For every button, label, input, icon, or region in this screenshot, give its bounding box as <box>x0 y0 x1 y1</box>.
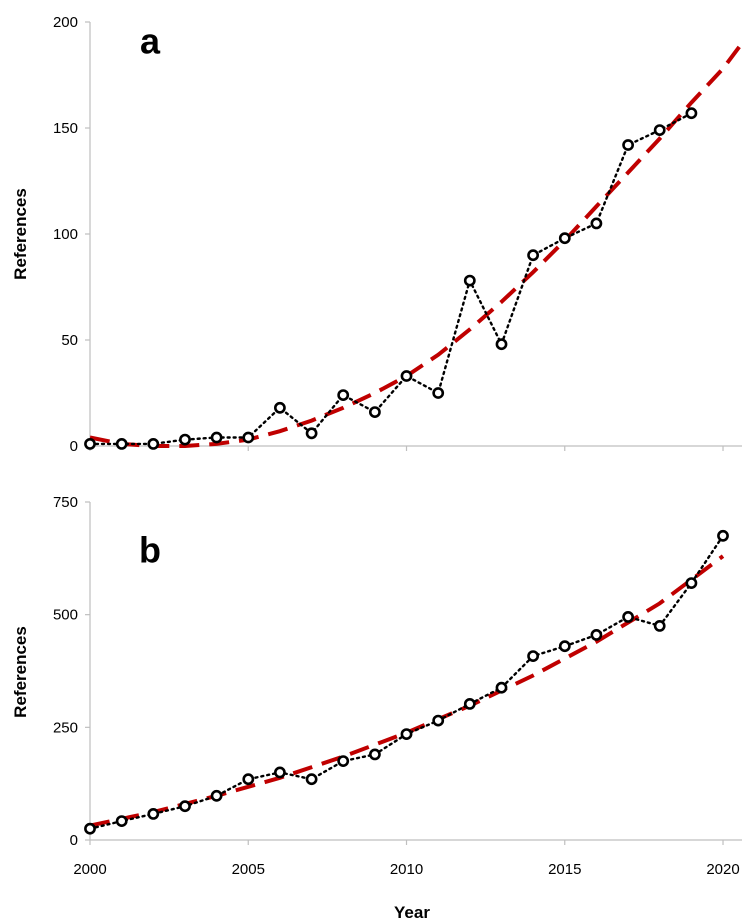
data-point <box>432 387 445 399</box>
data-point <box>368 748 381 761</box>
data-point <box>653 620 666 632</box>
data-point <box>210 789 223 802</box>
data-point <box>717 529 729 542</box>
data-point <box>84 437 96 450</box>
x-tick-label: 2005 <box>232 861 265 878</box>
x-tick-label: 2000 <box>73 861 106 878</box>
data-point <box>463 274 476 287</box>
data-point <box>242 773 255 786</box>
data-point <box>273 766 286 779</box>
data-point <box>495 681 508 694</box>
y-tick-label: 0 <box>70 832 78 849</box>
data-point <box>653 124 666 137</box>
data-point <box>685 107 698 120</box>
panel-letter: a <box>140 21 161 62</box>
y-axis-title: References <box>11 188 30 280</box>
trend-line <box>89 554 725 828</box>
data-point <box>368 406 381 418</box>
data-point <box>84 822 96 835</box>
data-point <box>432 714 445 727</box>
chart-panel-a: 0 50 100 150 200 References a <box>11 14 744 455</box>
data-point <box>337 755 350 767</box>
y-tick-label: 0 <box>70 438 78 455</box>
data-point <box>685 577 698 589</box>
y-tick-label: 150 <box>53 120 78 137</box>
data-point <box>242 431 255 444</box>
data-point <box>147 808 160 820</box>
observed-line <box>88 111 693 446</box>
x-axis-title: Year <box>394 903 430 922</box>
chart-panel-b: 0 250 500 750 References b <box>11 494 742 849</box>
data-point <box>400 370 413 382</box>
data-point <box>305 427 318 440</box>
x-tick-label: 2010 <box>390 861 423 878</box>
data-point <box>590 217 603 230</box>
x-tick-label: 2020 <box>706 861 739 878</box>
data-point <box>463 698 476 710</box>
y-tick-label: 750 <box>53 494 78 511</box>
data-point <box>337 389 350 401</box>
data-point <box>558 232 571 245</box>
panel-letter: b <box>139 530 161 571</box>
data-point <box>400 728 413 740</box>
data-point <box>179 800 191 813</box>
data-point <box>495 338 508 351</box>
data-point <box>558 640 571 653</box>
y-tick-label: 200 <box>53 14 78 31</box>
data-point <box>527 249 539 262</box>
data-point <box>622 611 634 623</box>
data-point <box>210 431 223 444</box>
data-point <box>115 437 128 450</box>
data-point <box>115 815 128 827</box>
x-tick-label: 2015 <box>548 861 581 878</box>
data-point <box>147 437 160 450</box>
x-tick-labels: 2000 2005 2010 2015 2020 <box>73 861 739 878</box>
data-point <box>622 139 634 151</box>
y-axis-title: References <box>11 626 30 718</box>
data-point <box>590 629 603 641</box>
data-point <box>273 401 286 414</box>
y-tick-label: 100 <box>53 226 78 243</box>
observed-line <box>88 534 725 830</box>
y-tick-label: 500 <box>53 607 78 624</box>
data-point <box>305 773 318 786</box>
y-tick-label: 250 <box>53 719 78 736</box>
y-tick-label: 50 <box>61 332 78 349</box>
trend-line <box>89 42 744 448</box>
data-point <box>179 433 191 446</box>
data-point <box>527 650 539 662</box>
